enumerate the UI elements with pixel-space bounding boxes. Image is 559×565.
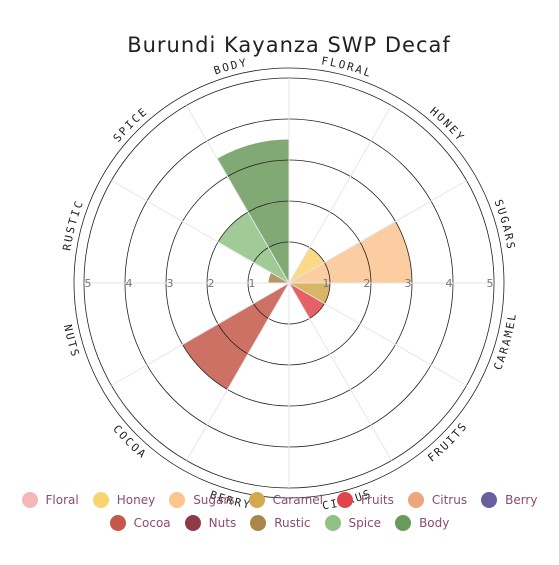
sector-honey bbox=[289, 247, 325, 283]
legend-item-rustic[interactable]: Rustic bbox=[250, 515, 311, 531]
legend-label: Body bbox=[419, 516, 450, 530]
r-tick-label: 3 bbox=[167, 277, 174, 290]
legend-swatch bbox=[481, 492, 498, 508]
legend-item-floral[interactable]: Floral bbox=[21, 492, 79, 508]
legend-item-caramel[interactable]: Caramel bbox=[248, 492, 324, 508]
category-label: HONEY bbox=[427, 105, 467, 145]
grid-spoke bbox=[111, 282, 290, 386]
r-tick-label: 3 bbox=[405, 277, 412, 290]
category-label: RUSTIC bbox=[60, 198, 86, 252]
grid-spoke bbox=[111, 180, 290, 284]
category-label: COCOA bbox=[110, 422, 149, 461]
grid-spoke bbox=[288, 105, 392, 284]
grid-spoke bbox=[288, 282, 392, 461]
category-label: CARAMEL bbox=[491, 311, 519, 372]
legend-swatch bbox=[407, 492, 424, 508]
r-tick-label: 2 bbox=[364, 277, 371, 290]
r-tick-label: 2 bbox=[208, 277, 215, 290]
legend-label: Spice bbox=[348, 516, 382, 530]
legend-item-body[interactable]: Body bbox=[395, 515, 449, 531]
legend: Floral Honey Sugars Caramel Fruits Citrus Berr… bbox=[20, 492, 539, 538]
legend-item-honey[interactable]: Honey bbox=[92, 492, 156, 508]
legend-swatch bbox=[248, 492, 265, 508]
legend-swatch bbox=[250, 515, 267, 531]
legend-swatch bbox=[92, 492, 109, 508]
legend-swatch bbox=[395, 515, 412, 531]
legend-item-citrus[interactable]: Citrus bbox=[407, 492, 468, 508]
sector-body bbox=[217, 139, 289, 283]
grid-spoke bbox=[288, 282, 467, 386]
sector-fruits bbox=[289, 283, 325, 319]
category-label: BODY bbox=[212, 56, 249, 78]
r-tick-label: 5 bbox=[487, 277, 494, 290]
legend-label: Citrus bbox=[431, 493, 468, 507]
legend-label: Cocoa bbox=[133, 516, 171, 530]
legend-swatch bbox=[184, 515, 201, 531]
legend-item-fruits[interactable]: Fruits bbox=[337, 492, 394, 508]
legend-label: Caramel bbox=[272, 493, 324, 507]
category-label: FRUITS bbox=[425, 419, 470, 464]
legend-swatch bbox=[21, 492, 38, 508]
sector-cocoa bbox=[182, 283, 289, 390]
legend-item-sugars[interactable]: Sugars bbox=[169, 492, 235, 508]
legend-label: Sugars bbox=[193, 493, 235, 507]
legend-label: Rustic bbox=[274, 516, 311, 530]
chart-title: Burundi Kayanza SWP Decaf bbox=[127, 33, 451, 57]
legend-item-nuts[interactable]: Nuts bbox=[184, 515, 237, 531]
legend-item-cocoa[interactable]: Cocoa bbox=[109, 515, 171, 531]
legend-swatch bbox=[169, 492, 186, 508]
legend-swatch bbox=[337, 492, 354, 508]
grid-spoke bbox=[288, 180, 467, 284]
grid-spoke bbox=[186, 105, 290, 284]
grid-spoke bbox=[186, 282, 290, 461]
legend-label: Honey bbox=[116, 493, 156, 507]
category-label: SUGARS bbox=[492, 198, 518, 252]
legend-item-berry[interactable]: Berry bbox=[481, 492, 537, 508]
category-label: SPICE bbox=[111, 105, 151, 145]
category-label: FLORAL bbox=[320, 54, 374, 80]
legend-label: Nuts bbox=[208, 516, 237, 530]
legend-label: Berry bbox=[505, 493, 538, 507]
r-tick-label: 5 bbox=[85, 277, 92, 290]
r-tick-label: 1 bbox=[323, 277, 330, 290]
legend-item-spice[interactable]: Spice bbox=[324, 515, 382, 531]
sector-caramel bbox=[289, 283, 330, 304]
r-tick-label: 4 bbox=[446, 277, 453, 290]
r-tick-label: 4 bbox=[126, 277, 133, 290]
sector-sugars bbox=[289, 221, 412, 283]
outer-ring bbox=[73, 67, 505, 499]
legend-swatch bbox=[109, 515, 126, 531]
legend-label: Fruits bbox=[361, 493, 394, 507]
legend-label: Floral bbox=[45, 493, 79, 507]
r-tick-label: 1 bbox=[249, 277, 256, 290]
legend-swatch bbox=[324, 515, 341, 531]
sector-spice bbox=[217, 211, 289, 283]
